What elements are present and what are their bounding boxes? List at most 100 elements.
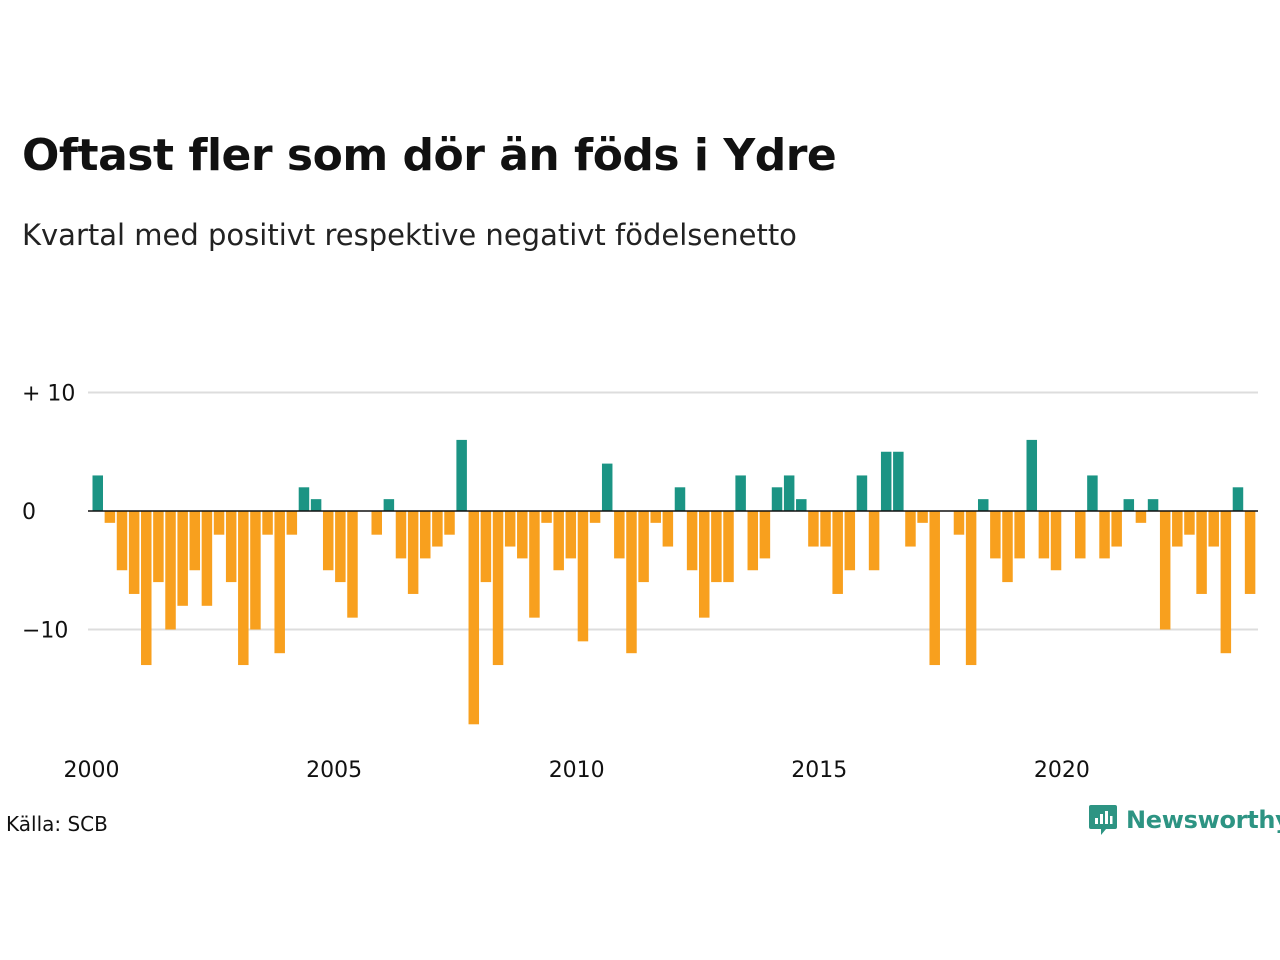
bar-negative: [407, 511, 419, 594]
bar-negative: [1208, 511, 1219, 547]
x-tick-label: 2020: [1034, 758, 1090, 783]
x-tick-label: 2000: [64, 758, 120, 783]
x-tick-label: 2005: [306, 758, 362, 783]
bar-negative: [808, 511, 819, 547]
bar-negative: [335, 511, 346, 583]
bar-negative: [213, 511, 225, 535]
bar-negative: [626, 511, 637, 654]
bar-negative: [1220, 511, 1232, 654]
bar-positive: [796, 499, 807, 511]
bar-positive: [310, 499, 322, 511]
bar-negative: [238, 511, 249, 666]
bar-positive: [735, 475, 746, 511]
bar-negative: [723, 511, 734, 583]
bar-negative: [1172, 511, 1183, 547]
y-axis-labels: + 10 0 −10: [22, 382, 75, 644]
bar-negative: [1111, 511, 1122, 547]
bar-negative: [953, 511, 965, 535]
bar-negative: [1196, 511, 1207, 594]
bar-negative: [286, 511, 298, 535]
bar-positive: [1123, 499, 1135, 511]
x-tick-label: 2010: [549, 758, 605, 783]
bar-negative: [650, 511, 661, 523]
bar-negative: [165, 511, 176, 630]
bar-negative: [177, 511, 188, 606]
bar-negative: [1014, 511, 1025, 559]
bar-negative: [589, 511, 601, 523]
x-axis-labels: 2000 2005 2010 2015 2020: [64, 758, 1090, 783]
bar-positive: [856, 475, 868, 511]
bar-negative: [504, 511, 516, 547]
bar-negative: [929, 511, 940, 666]
brand-name: Newsworthy: [1126, 806, 1280, 834]
bar-positive: [298, 487, 310, 511]
bar-negative: [965, 511, 977, 666]
bar-negative: [1002, 511, 1013, 583]
bar-negative: [116, 511, 128, 571]
bar-negative: [492, 511, 504, 666]
chart-title: Oftast fler som dör än föds i Ydre: [22, 130, 837, 181]
bar-positive: [783, 475, 795, 511]
bar-positive: [893, 451, 904, 511]
bar-negative: [141, 511, 152, 666]
bar-negative: [529, 511, 540, 618]
bar-negative: [614, 511, 625, 559]
x-tick-label: 2015: [791, 758, 847, 783]
bar-negative: [905, 511, 916, 547]
bar-negative: [699, 511, 710, 618]
bar-positive: [456, 439, 467, 511]
bar-negative: [153, 511, 164, 583]
bar-negative: [747, 511, 759, 571]
bar-negative: [553, 511, 564, 571]
chart-subtitle: Kvartal med positivt respektive negativt…: [22, 218, 797, 252]
bar-negative: [832, 511, 843, 594]
bar-negative: [189, 511, 201, 571]
bar-negative: [990, 511, 1001, 559]
bar-negative: [128, 511, 140, 594]
bar-positive: [92, 475, 103, 511]
bar-negative: [917, 511, 928, 523]
bar-negative: [662, 511, 674, 547]
bar-positive: [674, 487, 686, 511]
bar-negative: [1038, 511, 1050, 559]
bar-positive: [383, 499, 395, 511]
bar-positive: [1232, 487, 1244, 511]
bar-positive: [1087, 475, 1098, 511]
bars: [92, 439, 1256, 725]
newsworthy-logo-icon: [1089, 805, 1117, 835]
brand-logo[interactable]: Newsworthy: [1088, 803, 1280, 837]
bar-negative: [517, 511, 528, 559]
bar-positive: [1147, 499, 1159, 511]
bar-chart: + 10 0 −10 2000 2005 2010 2015 2020: [22, 382, 1258, 783]
bar-negative: [104, 511, 116, 523]
bar-negative: [868, 511, 880, 571]
bar-positive: [601, 463, 613, 511]
bar-negative: [844, 511, 856, 571]
bar-negative: [1135, 511, 1147, 523]
y-tick-label: + 10: [22, 382, 75, 407]
bar-negative: [322, 511, 334, 571]
bar-negative: [820, 511, 831, 547]
bar-negative: [395, 511, 407, 559]
bar-negative: [1159, 511, 1171, 630]
bar-negative: [201, 511, 213, 606]
bar-negative: [1099, 511, 1110, 559]
bar-positive: [771, 487, 783, 511]
bar-negative: [711, 511, 722, 583]
bar-negative: [1050, 511, 1062, 571]
source-note: Källa: SCB: [6, 812, 108, 836]
bar-positive: [880, 451, 892, 511]
bar-negative: [565, 511, 577, 559]
bar-negative: [1075, 511, 1086, 559]
bar-negative: [759, 511, 771, 559]
bar-negative: [432, 511, 443, 547]
bar-negative: [225, 511, 237, 583]
bar-negative: [480, 511, 492, 583]
bar-negative: [250, 511, 261, 630]
bar-negative: [262, 511, 273, 535]
bar-negative: [1184, 511, 1195, 535]
bar-negative: [1244, 511, 1256, 594]
bar-negative: [638, 511, 649, 583]
bar-negative: [541, 511, 552, 523]
bar-negative: [686, 511, 698, 571]
